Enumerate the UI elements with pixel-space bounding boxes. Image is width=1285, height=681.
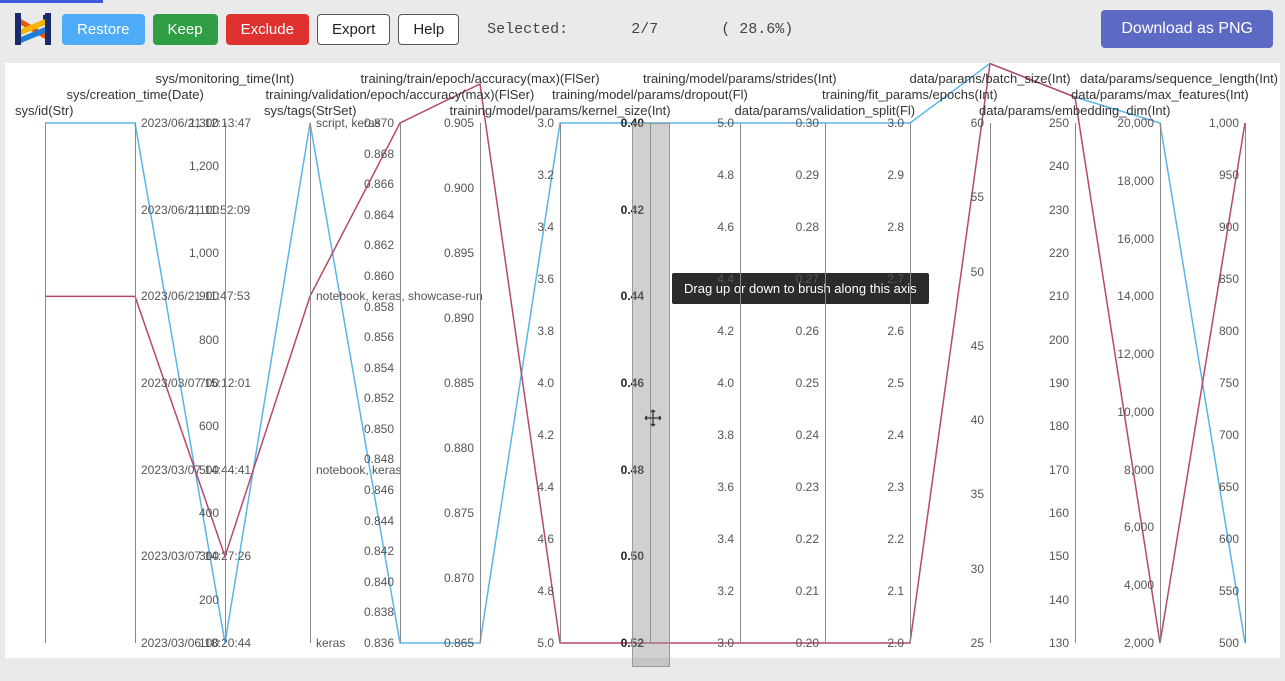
exclude-button[interactable]: Exclude bbox=[226, 14, 309, 45]
axis-label-maxfeat[interactable]: data/params/max_features(Int) bbox=[1071, 87, 1249, 102]
keep-button[interactable]: Keep bbox=[153, 14, 218, 45]
axis-label-ctime[interactable]: sys/creation_time(Date) bbox=[67, 87, 204, 102]
logo bbox=[12, 8, 54, 50]
move-cursor-icon bbox=[644, 409, 662, 432]
export-button[interactable]: Export bbox=[317, 14, 390, 45]
restore-button[interactable]: Restore bbox=[62, 14, 145, 45]
download-png-button[interactable]: Download as PNG bbox=[1101, 10, 1273, 48]
toolbar: Restore Keep Exclude Export Help Selecte… bbox=[0, 0, 1285, 58]
brush-dropout[interactable] bbox=[632, 123, 670, 667]
status-text: Selected: 2/7 ( 28.6%) bbox=[487, 21, 793, 38]
help-button[interactable]: Help bbox=[398, 14, 459, 45]
axis-label-tacc[interactable]: training/train/epoch/accuracy(max)(FlSer… bbox=[361, 71, 600, 86]
axis-label-vacc[interactable]: training/validation/epoch/accuracy(max)(… bbox=[266, 87, 535, 102]
axis-label-seqlen[interactable]: data/params/sequence_length(Int) bbox=[1080, 71, 1278, 86]
axis-label-mtime[interactable]: sys/monitoring_time(Int) bbox=[156, 71, 295, 86]
progress-bar bbox=[0, 0, 103, 3]
parallel-coordinates-chart[interactable]: sys/id(Str)2023/06/21 12:13:472023/06/21… bbox=[5, 63, 1280, 658]
axis-label-tags[interactable]: sys/tags(StrSet) bbox=[264, 103, 356, 118]
axis-label-batch[interactable]: data/params/batch_size(Int) bbox=[910, 71, 1071, 86]
axis-label-strides[interactable]: training/model/params/strides(Int) bbox=[643, 71, 837, 86]
axis-label-dropout[interactable]: training/model/params/dropout(Fl) bbox=[552, 87, 748, 102]
axis-label-epochs[interactable]: training/fit_params/epochs(Int) bbox=[822, 87, 998, 102]
axis-label-id[interactable]: sys/id(Str) bbox=[15, 103, 74, 118]
